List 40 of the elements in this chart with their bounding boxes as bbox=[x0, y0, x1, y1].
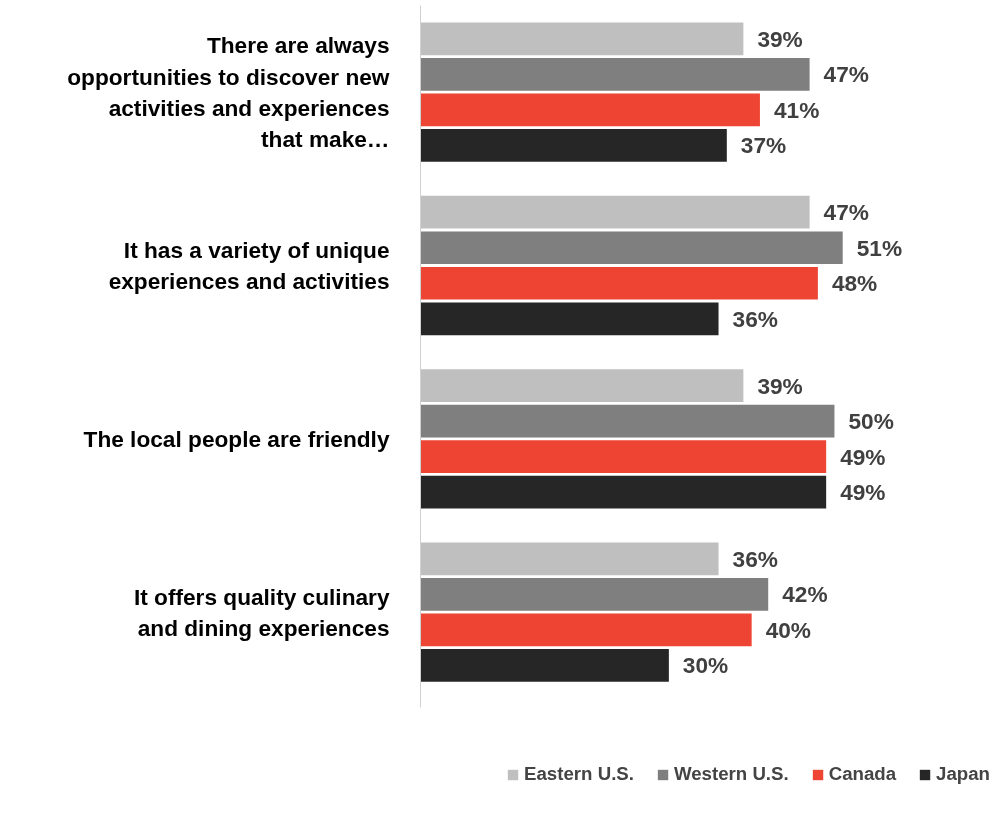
y-tick-label: There are always opportunities to discover new activities and experiences that make… bbox=[67, 32, 390, 152]
bar bbox=[420, 93, 760, 127]
legend-label: Japan bbox=[936, 763, 990, 785]
data-label: 40% bbox=[765, 616, 812, 643]
bar bbox=[420, 195, 810, 229]
bar bbox=[420, 129, 727, 162]
data-label: 39% bbox=[757, 372, 803, 399]
legend-label: Eastern U.S. bbox=[524, 763, 634, 785]
bar bbox=[420, 542, 719, 576]
bar bbox=[420, 302, 719, 336]
data-label: 39% bbox=[757, 25, 803, 52]
data-label: 47% bbox=[823, 61, 869, 88]
legend-label: Canada bbox=[828, 763, 897, 785]
bar bbox=[420, 613, 752, 647]
bar bbox=[420, 440, 827, 473]
legend-label: Western U.S. bbox=[673, 763, 789, 785]
data-label: 49% bbox=[840, 443, 886, 470]
bar bbox=[420, 404, 835, 438]
data-label: 30% bbox=[682, 652, 729, 679]
data-label: 51% bbox=[856, 234, 903, 261]
bar bbox=[420, 578, 769, 611]
data-label: 47% bbox=[823, 199, 869, 226]
bar bbox=[420, 58, 810, 91]
data-label: 36% bbox=[732, 305, 778, 332]
bar bbox=[420, 231, 843, 265]
bar bbox=[420, 266, 818, 300]
data-label: 37% bbox=[740, 132, 787, 159]
data-label: 42% bbox=[782, 581, 828, 608]
data-label: 48% bbox=[831, 270, 878, 297]
data-label: 49% bbox=[840, 479, 886, 506]
bar bbox=[420, 475, 827, 509]
y-tick-label: It offers quality culinary and dining experiences bbox=[133, 583, 390, 641]
data-label: 50% bbox=[848, 408, 894, 435]
y-tick-label: The local people are friendly bbox=[83, 425, 390, 452]
y-tick-label: It has a variety of unique experiences and activities bbox=[108, 236, 390, 295]
data-label: 41% bbox=[773, 96, 820, 123]
bar bbox=[420, 369, 744, 402]
bar bbox=[420, 22, 744, 56]
data-label: 36% bbox=[732, 545, 778, 572]
bar bbox=[420, 649, 669, 682]
